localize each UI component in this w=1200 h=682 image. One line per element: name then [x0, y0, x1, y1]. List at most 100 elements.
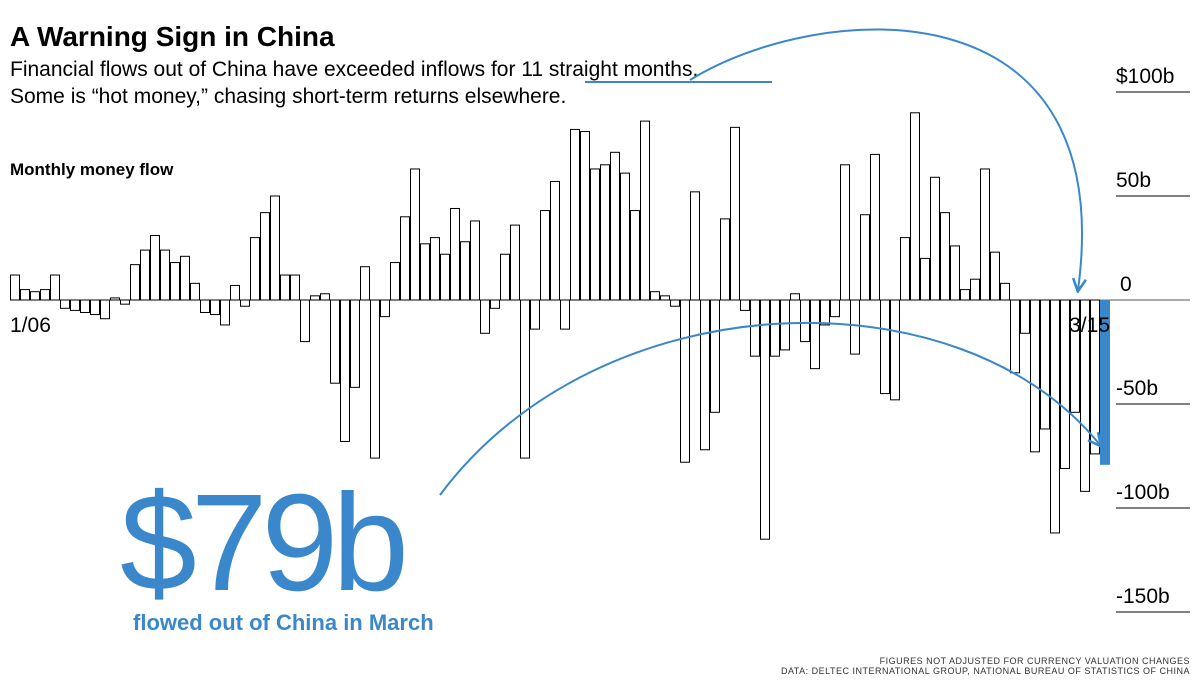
bar — [720, 218, 730, 301]
y-tick-label: -50b — [1116, 377, 1158, 400]
bar — [670, 299, 680, 307]
bar — [640, 120, 650, 301]
bar — [930, 176, 940, 301]
bar — [860, 214, 870, 301]
subtitle: Financial flows out of China have exceed… — [10, 58, 698, 81]
bar — [780, 299, 790, 351]
bar — [20, 289, 30, 301]
bar — [1020, 299, 1030, 334]
bar — [790, 293, 800, 301]
bar — [90, 299, 100, 316]
bar — [400, 216, 410, 301]
bar — [340, 299, 350, 442]
bar — [170, 262, 180, 301]
note: FIGURES NOT ADJUSTED FOR CURRENCY VALUAT… — [880, 656, 1190, 666]
bar — [270, 195, 280, 301]
bar — [1060, 299, 1070, 469]
bar — [620, 172, 630, 301]
bar — [1070, 299, 1080, 413]
bar — [540, 210, 550, 301]
bar — [60, 299, 70, 309]
bar — [880, 299, 890, 395]
bar — [360, 266, 370, 301]
bar — [250, 237, 260, 301]
bar — [470, 220, 480, 301]
arrow — [689, 28, 1082, 290]
bar — [870, 153, 880, 301]
bar — [740, 299, 750, 311]
bar — [530, 299, 540, 330]
bar — [890, 299, 900, 401]
bar — [550, 180, 560, 301]
bar — [630, 210, 640, 301]
bar — [120, 299, 130, 305]
bar — [480, 299, 490, 334]
bar — [1010, 299, 1020, 374]
bar — [520, 299, 530, 459]
callout-text: flowed out of China in March — [133, 610, 434, 635]
bar — [710, 299, 720, 413]
y-tick-label: -150b — [1116, 585, 1170, 608]
bar — [380, 299, 390, 318]
y-axis-label: Monthly money flow — [10, 160, 174, 179]
bar — [410, 168, 420, 301]
bar — [660, 295, 670, 301]
bar — [260, 212, 270, 301]
y-tick-label: -100b — [1116, 481, 1170, 504]
bar — [990, 251, 1000, 301]
bar — [210, 299, 220, 316]
bar — [570, 128, 580, 301]
bar — [100, 299, 110, 320]
bar — [200, 299, 210, 313]
bar — [370, 299, 380, 459]
bar — [110, 297, 120, 301]
bar — [800, 299, 810, 343]
bar — [50, 274, 60, 301]
note: DATA: DELTEC INTERNATIONAL GROUP, NATION… — [781, 666, 1190, 676]
bar — [850, 299, 860, 355]
bar — [1090, 299, 1100, 455]
callout-value: $79b — [120, 466, 403, 620]
bar — [610, 151, 620, 301]
bar — [680, 299, 690, 463]
bar — [420, 243, 430, 301]
bar — [910, 112, 920, 301]
bar — [810, 299, 820, 370]
bar — [900, 237, 910, 301]
bar — [1050, 299, 1060, 534]
bar — [600, 164, 610, 301]
bar — [510, 224, 520, 301]
bar — [450, 207, 460, 301]
bar — [390, 262, 400, 301]
y-tick-label: 0 — [1120, 273, 1132, 296]
bar — [230, 284, 240, 301]
bar — [130, 264, 140, 301]
bar — [830, 299, 840, 318]
bar — [1040, 299, 1050, 430]
bar — [280, 274, 290, 301]
bar — [70, 299, 80, 311]
bar — [760, 299, 770, 540]
bar — [700, 299, 710, 451]
bar — [40, 289, 50, 301]
bar — [310, 295, 320, 301]
bar — [750, 299, 760, 357]
bar — [590, 168, 600, 301]
bar — [10, 274, 20, 301]
bar — [960, 289, 970, 301]
bar — [290, 274, 300, 301]
bar — [240, 299, 250, 307]
bar — [140, 249, 150, 301]
bar — [300, 299, 310, 343]
bar — [1080, 299, 1090, 492]
bar — [190, 282, 200, 301]
bar — [580, 131, 590, 301]
bar — [440, 253, 450, 301]
bar — [330, 299, 340, 384]
bar — [770, 299, 780, 357]
bar — [560, 299, 570, 330]
arrow — [439, 321, 1100, 496]
y-tick-label: $100b — [1116, 65, 1174, 88]
